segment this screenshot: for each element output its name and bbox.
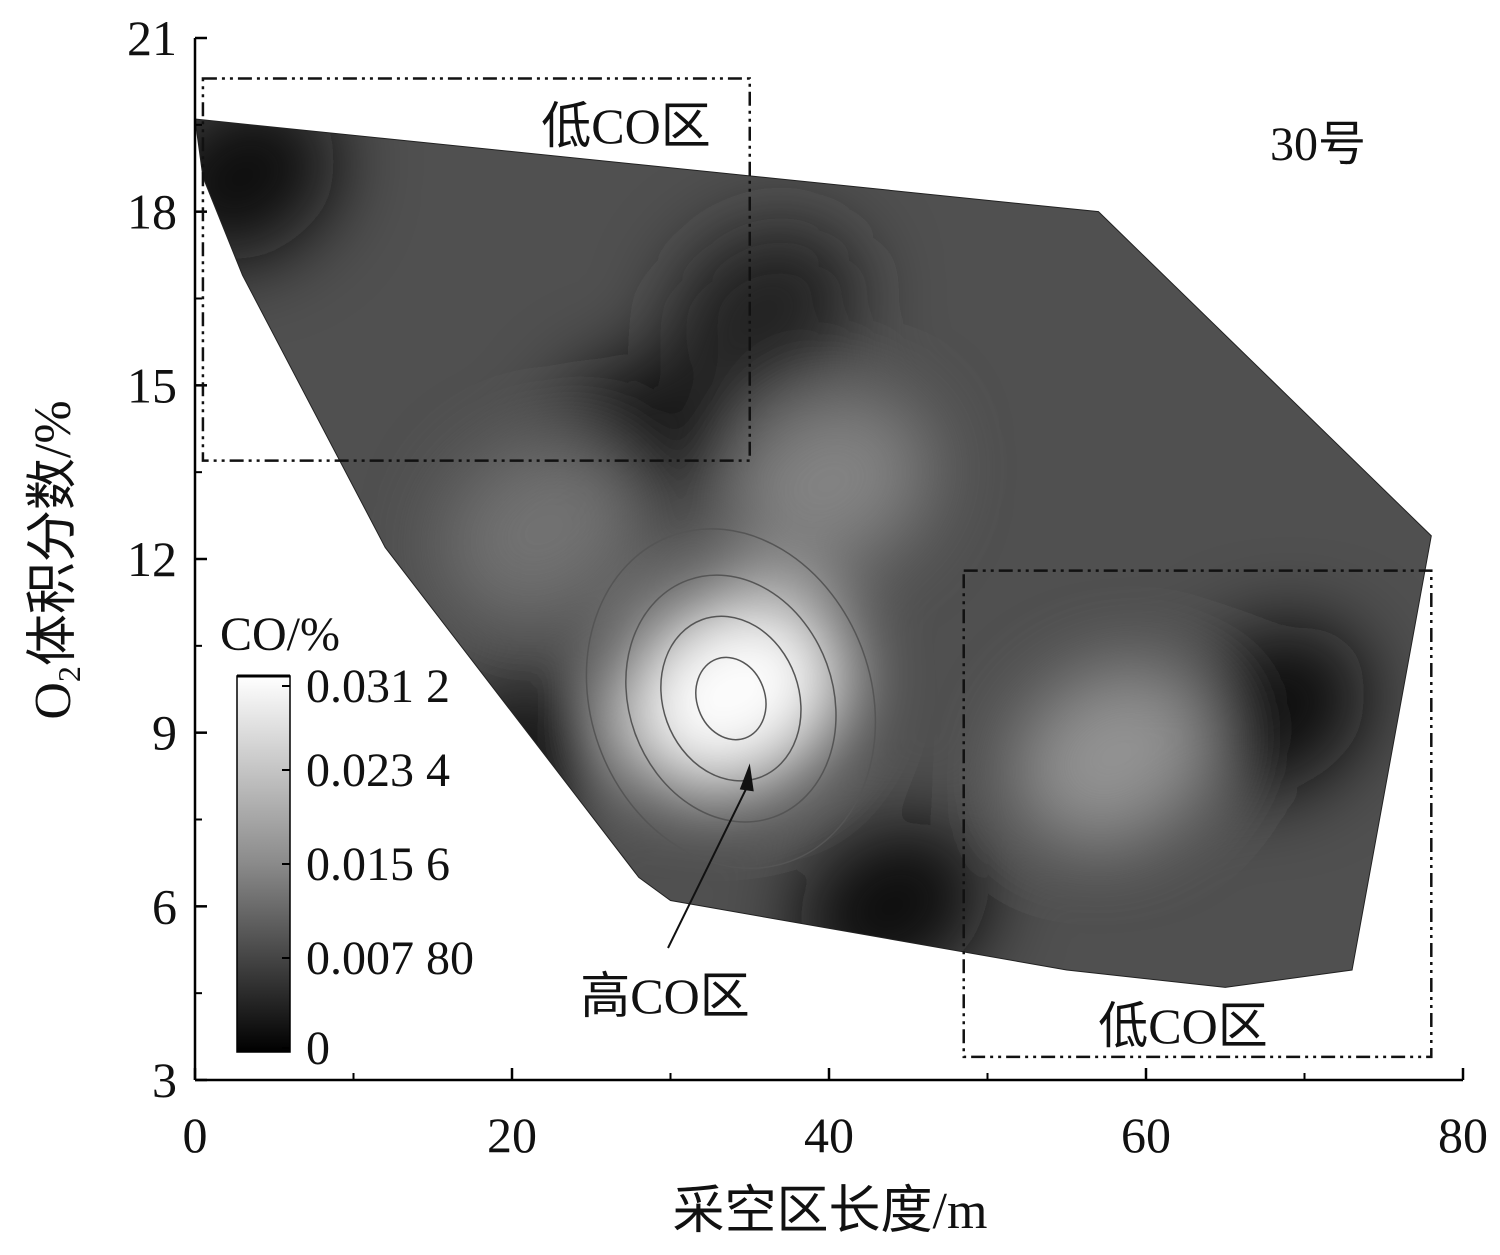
low-co-zone-box [201,77,752,462]
colorbar-tick-label: 0.023 4 [306,744,450,797]
arrow-head [739,763,754,792]
high-co-zone-label: 高CO区 [580,968,749,1024]
x-tick-label: 0 [183,1107,208,1163]
contour-feature-high [442,439,646,621]
low-co-zone-label: 低CO区 [1098,998,1267,1054]
colorbar-tick-label: 0 [306,1022,330,1075]
x-tick-label: 20 [487,1107,537,1163]
y-tick-label: 3 [152,1052,177,1108]
colorbar-tick-label: 0.031 2 [306,660,450,713]
axes: 0 20 40 60 80 3 6 9 12 15 18 21 [127,10,1488,1163]
contour-line [660,615,802,782]
contour-feature-low [195,119,338,263]
colorbar-title: CO/% [220,608,340,661]
low-co-zone-box [962,569,1433,1059]
chart-title: 30号 [1270,118,1366,171]
low-co-zone-label: 低CO区 [541,98,710,154]
y-tick-label: 15 [127,357,177,413]
arrow-line [667,780,751,949]
contour-feature-low [670,224,861,396]
svg-text:O2体积分数/%: O2体积分数/% [25,400,87,719]
x-tick-label: 40 [804,1107,854,1163]
contour-feature-low [1177,624,1369,795]
contour-line [695,656,767,741]
y-axis-label: O2体积分数/% [25,400,87,719]
contour-feature-high [1012,665,1216,847]
y-tick-label: 12 [127,531,177,587]
contour-feature-high [727,392,931,575]
colorbar-tick-label: 0.015 6 [306,838,450,891]
contour-line [625,574,837,823]
contour-line [585,528,877,870]
domain-outline [194,118,1432,988]
colorbar: CO/%0.031 2 0.023 4 0.015 6 0.007 80 0 [220,608,474,1075]
x-tick-label: 60 [1121,1107,1171,1163]
y-tick-label: 18 [127,184,177,240]
y-tick-label: 21 [127,10,177,66]
y-tick-label: 6 [152,878,177,934]
colorbar-tick-label: 0.007 80 [306,932,474,985]
x-axis-label: 采空区长度/m [673,1183,988,1240]
x-tick-label: 80 [1438,1107,1488,1163]
y-tick-label: 9 [152,705,177,761]
